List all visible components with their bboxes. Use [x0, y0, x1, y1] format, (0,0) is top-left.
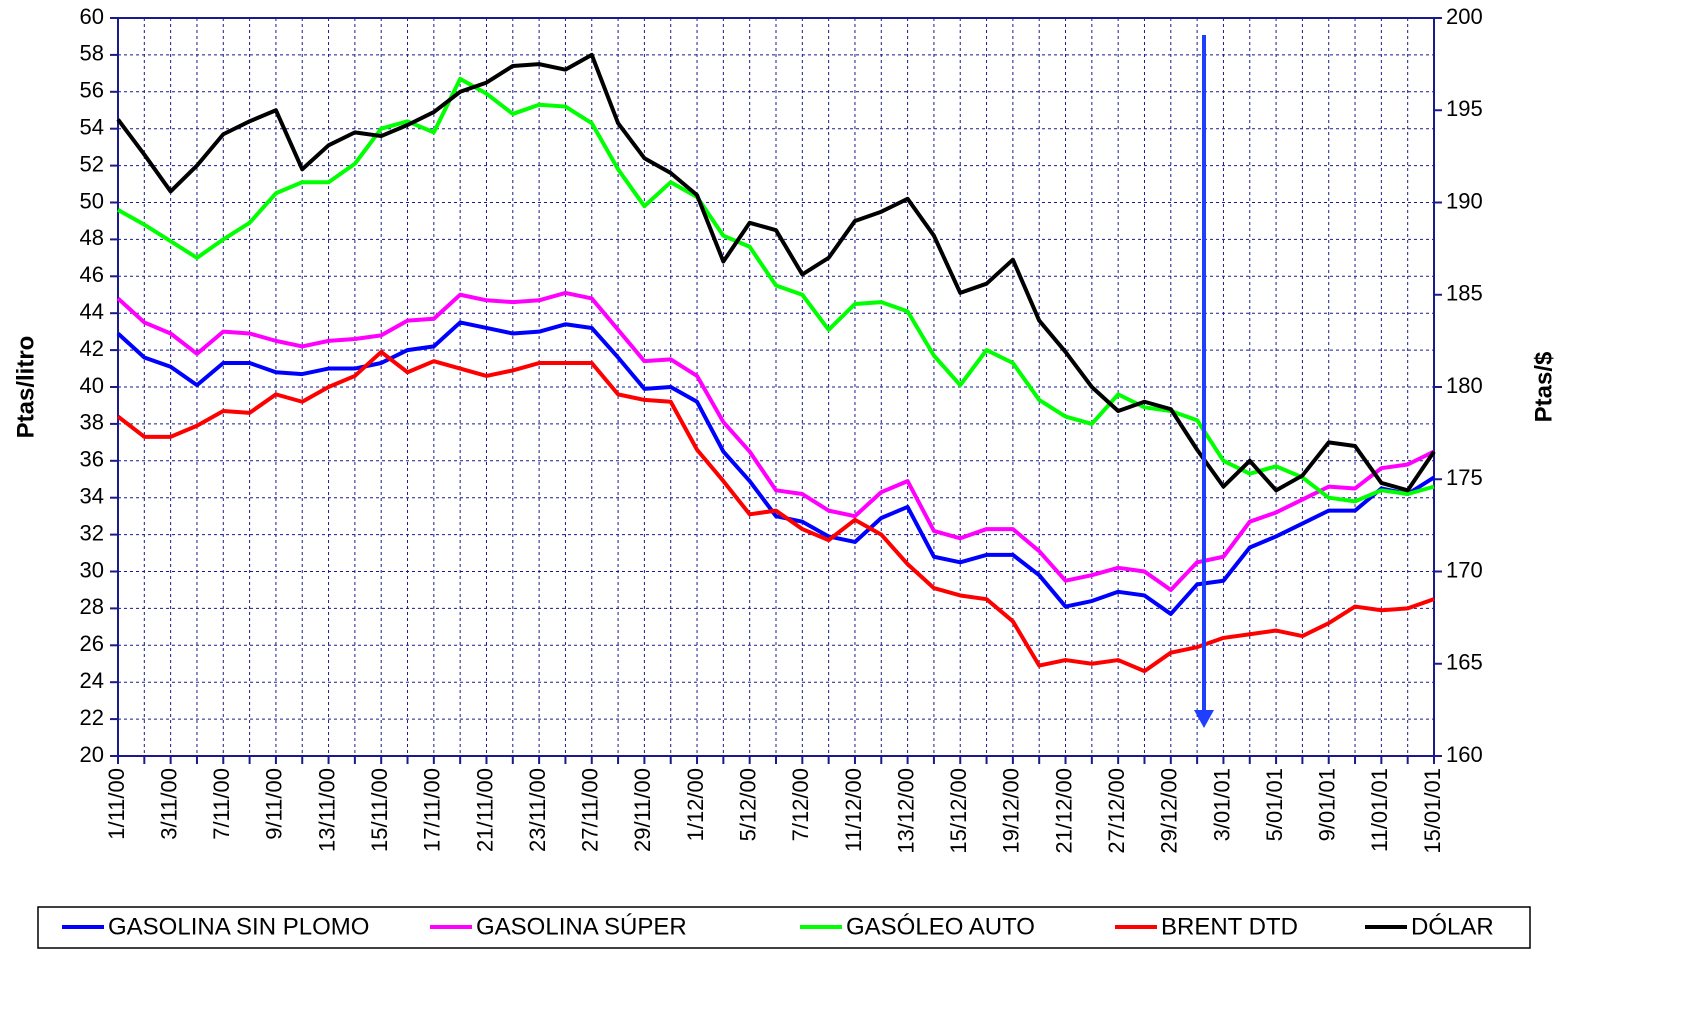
y2-axis-title: Ptas/$: [1530, 351, 1557, 422]
y-tick-label: 30: [80, 557, 104, 582]
y-tick-label: 28: [80, 594, 104, 619]
legend-box: [37, 906, 1531, 949]
y-tick-label: 40: [80, 373, 104, 398]
series-line: [116, 290, 1435, 592]
x-tick-label: 7/11/00: [209, 768, 234, 840]
x-tick-label: 7/12/00: [788, 768, 813, 841]
series-line: [116, 349, 1435, 674]
x-tick-label: 21/11/00: [472, 768, 497, 852]
x-tick-label: 27/11/00: [578, 768, 603, 852]
y2-tick-label: 185: [1446, 281, 1483, 306]
x-tick-label: 1/12/00: [683, 768, 708, 841]
x-tick-label: 3/01/01: [1209, 768, 1234, 841]
y2-tick-label: 200: [1446, 4, 1483, 29]
y-tick-label: 56: [80, 78, 104, 103]
y-tick-label: 46: [80, 262, 104, 287]
x-tick-label: 11/12/00: [841, 768, 866, 852]
y-tick-label: 26: [80, 631, 104, 656]
y-tick-label: 48: [80, 225, 104, 250]
legend-label: GASOLINA SÚPER: [476, 913, 687, 940]
x-tick-label: 13/11/00: [314, 768, 339, 852]
y-tick-label: 20: [80, 742, 104, 767]
x-tick-label: 29/12/00: [1157, 768, 1182, 854]
y-tick-label: 42: [80, 336, 104, 361]
legend-label: GASOLINA SIN PLOMO: [108, 913, 369, 940]
y-tick-label: 34: [80, 484, 104, 509]
legend-label: GASÓLEO AUTO: [846, 913, 1035, 940]
y-tick-label: 32: [80, 520, 104, 545]
x-tick-label: 5/01/01: [1262, 768, 1287, 841]
y-tick-label: 50: [80, 188, 104, 213]
y-tick-label: 44: [80, 299, 104, 324]
x-tick-label: 23/11/00: [525, 768, 550, 852]
x-tick-label: 13/12/00: [893, 768, 918, 854]
y-tick-label: 52: [80, 151, 104, 176]
y-axis-title: Ptas/litro: [12, 336, 39, 439]
y-tick-label: 58: [80, 41, 104, 66]
x-tick-label: 15/12/00: [946, 768, 971, 854]
x-tick-label: 27/12/00: [1104, 768, 1129, 854]
x-tick-label: 9/01/01: [1315, 768, 1340, 841]
y-tick-label: 54: [80, 115, 104, 140]
y2-tick-label: 175: [1446, 465, 1483, 490]
series-line: [116, 52, 1436, 493]
y2-tick-label: 190: [1446, 188, 1483, 213]
legend-label: DÓLAR: [1411, 913, 1494, 940]
x-tick-label: 19/12/00: [999, 768, 1024, 854]
x-tick-label: 9/11/00: [262, 768, 287, 840]
series-line: [116, 320, 1436, 616]
annotation-arrowhead: [1194, 710, 1214, 728]
x-tick-label: 3/11/00: [156, 768, 181, 840]
x-tick-label: 15/11/00: [367, 768, 392, 852]
y-tick-label: 38: [80, 410, 104, 435]
y-tick-label: 22: [80, 705, 104, 730]
x-tick-label: 15/01/01: [1420, 768, 1445, 854]
y2-tick-label: 165: [1446, 650, 1483, 675]
x-tick-label: 17/11/00: [420, 768, 445, 852]
y2-tick-label: 180: [1446, 373, 1483, 398]
y2-tick-label: 195: [1446, 96, 1483, 121]
x-tick-label: 5/12/00: [735, 768, 760, 841]
series-line: [117, 76, 1435, 504]
y2-tick-label: 170: [1446, 557, 1483, 582]
x-tick-label: 11/01/01: [1367, 768, 1392, 852]
x-tick-label: 29/11/00: [630, 768, 655, 852]
legend-label: BRENT DTD: [1161, 913, 1298, 940]
y2-tick-label: 160: [1446, 742, 1483, 767]
y-tick-label: 24: [80, 668, 104, 693]
y-tick-label: 36: [80, 447, 104, 472]
x-tick-label: 21/12/00: [1051, 768, 1076, 854]
y-tick-label: 60: [80, 4, 104, 29]
x-tick-label: 1/11/00: [104, 768, 129, 840]
